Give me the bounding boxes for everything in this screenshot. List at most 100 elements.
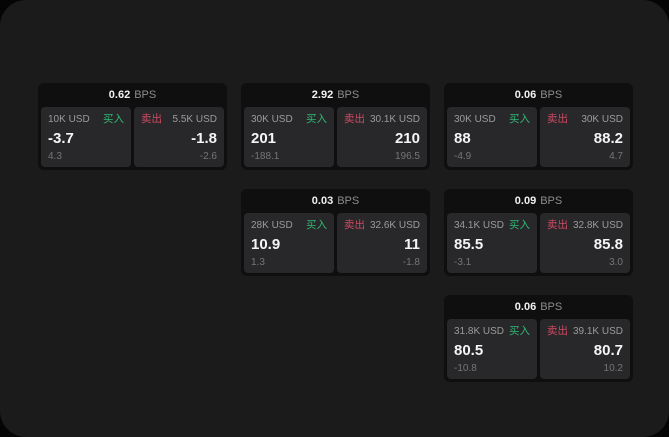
bps-header: 0.03 BPS bbox=[241, 189, 430, 213]
buy-amount: 28K USD bbox=[251, 220, 293, 231]
buy-tile[interactable]: 28K USD 买入 10.9 1.3 bbox=[244, 213, 334, 273]
buy-side-label: 买入 bbox=[306, 113, 327, 125]
buy-price: 88 bbox=[454, 129, 471, 147]
buy-tile-header: 30K USD 买入 bbox=[251, 113, 327, 126]
bps-header: 0.62 BPS bbox=[38, 83, 227, 107]
quote-card: 0.06 BPS 31.8K USD 买入 80.5 -10.8 卖出 39.1… bbox=[444, 295, 633, 382]
bps-value: 0.09 bbox=[514, 195, 537, 207]
sell-amount: 32.8K USD bbox=[572, 220, 623, 231]
card-body: 30K USD 买入 88 -4.9 卖出 30K USD 88.2 4.7 bbox=[444, 107, 633, 170]
buy-amount: 31.8K USD bbox=[454, 326, 505, 337]
sell-tile-header: 卖出 32.6K USD bbox=[344, 219, 420, 232]
buy-change: -188.1 bbox=[251, 151, 280, 162]
bps-unit-label: BPS bbox=[337, 195, 360, 207]
buy-change: -10.8 bbox=[454, 363, 477, 374]
sell-side-label: 卖出 bbox=[547, 325, 568, 337]
sell-amount: 32.6K USD bbox=[369, 220, 420, 231]
quote-card: 0.09 BPS 34.1K USD 买入 85.5 -3.1 卖出 32.8K… bbox=[444, 189, 633, 276]
sell-side-label: 卖出 bbox=[547, 219, 568, 231]
buy-tile[interactable]: 30K USD 买入 201 -188.1 bbox=[244, 107, 334, 167]
sell-tile[interactable]: 卖出 5.5K USD -1.8 -2.6 bbox=[134, 107, 224, 167]
sell-amount: 30K USD bbox=[581, 114, 623, 125]
buy-amount: 34.1K USD bbox=[454, 220, 505, 231]
sell-price: 88.2 bbox=[593, 129, 623, 147]
bps-unit-label: BPS bbox=[134, 89, 157, 101]
card-body: 34.1K USD 买入 85.5 -3.1 卖出 32.8K USD 85.8… bbox=[444, 213, 633, 276]
buy-tile-header: 31.8K USD 买入 bbox=[454, 325, 530, 338]
sell-tile[interactable]: 卖出 32.6K USD 11 -1.8 bbox=[337, 213, 427, 273]
sell-price: -1.8 bbox=[191, 129, 217, 147]
sell-amount: 30.1K USD bbox=[369, 114, 420, 125]
bps-header: 0.06 BPS bbox=[444, 83, 633, 107]
sell-tile-header: 卖出 30.1K USD bbox=[344, 113, 420, 126]
sell-amount: 39.1K USD bbox=[572, 326, 623, 337]
buy-price: 201 bbox=[251, 129, 277, 147]
card-body: 31.8K USD 买入 80.5 -10.8 卖出 39.1K USD 80.… bbox=[444, 319, 633, 382]
buy-amount: 30K USD bbox=[454, 114, 496, 125]
sell-change: 196.5 bbox=[394, 151, 420, 162]
buy-side-label: 买入 bbox=[509, 113, 530, 125]
buy-amount: 30K USD bbox=[251, 114, 293, 125]
bps-value: 0.06 bbox=[514, 301, 537, 313]
sell-tile[interactable]: 卖出 30K USD 88.2 4.7 bbox=[540, 107, 630, 167]
sell-side-label: 卖出 bbox=[547, 113, 568, 125]
card-body: 28K USD 买入 10.9 1.3 卖出 32.6K USD 11 -1.8 bbox=[241, 213, 430, 276]
quote-card: 0.06 BPS 30K USD 买入 88 -4.9 卖出 30K USD 8… bbox=[444, 83, 633, 170]
buy-tile[interactable]: 34.1K USD 买入 85.5 -3.1 bbox=[447, 213, 537, 273]
buy-tile-header: 28K USD 买入 bbox=[251, 219, 327, 232]
buy-side-label: 买入 bbox=[306, 219, 327, 231]
sell-price: 11 bbox=[404, 235, 420, 253]
bps-unit-label: BPS bbox=[540, 89, 563, 101]
buy-tile[interactable]: 31.8K USD 买入 80.5 -10.8 bbox=[447, 319, 537, 379]
sell-change: 10.2 bbox=[603, 363, 623, 374]
bps-value: 2.92 bbox=[311, 89, 334, 101]
bps-header: 2.92 BPS bbox=[241, 83, 430, 107]
buy-change: 4.3 bbox=[48, 151, 62, 162]
bps-unit-label: BPS bbox=[540, 301, 563, 313]
buy-price: 85.5 bbox=[454, 235, 484, 253]
sell-tile[interactable]: 卖出 39.1K USD 80.7 10.2 bbox=[540, 319, 630, 379]
sell-tile[interactable]: 卖出 32.8K USD 85.8 3.0 bbox=[540, 213, 630, 273]
sell-change: 4.7 bbox=[609, 151, 623, 162]
buy-change: -4.9 bbox=[454, 151, 472, 162]
card-body: 30K USD 买入 201 -188.1 卖出 30.1K USD 210 1… bbox=[241, 107, 430, 170]
bps-value: 0.62 bbox=[108, 89, 131, 101]
sell-price: 85.8 bbox=[593, 235, 623, 253]
sell-tile-header: 卖出 30K USD bbox=[547, 113, 623, 126]
quote-card: 0.62 BPS 10K USD 买入 -3.7 4.3 卖出 5.5K USD… bbox=[38, 83, 227, 170]
bps-value: 0.03 bbox=[311, 195, 334, 207]
buy-side-label: 买入 bbox=[103, 113, 124, 125]
sell-price: 210 bbox=[394, 129, 420, 147]
buy-side-label: 买入 bbox=[509, 219, 530, 231]
buy-tile[interactable]: 30K USD 买入 88 -4.9 bbox=[447, 107, 537, 167]
quote-card-grid: 0.62 BPS 10K USD 买入 -3.7 4.3 卖出 5.5K USD… bbox=[38, 83, 633, 382]
buy-amount: 10K USD bbox=[48, 114, 90, 125]
buy-side-label: 买入 bbox=[509, 325, 530, 337]
sell-price: 80.7 bbox=[593, 341, 623, 359]
sell-change: -1.8 bbox=[402, 257, 420, 268]
sell-tile-header: 卖出 32.8K USD bbox=[547, 219, 623, 232]
sell-tile-header: 卖出 39.1K USD bbox=[547, 325, 623, 338]
sell-tile[interactable]: 卖出 30.1K USD 210 196.5 bbox=[337, 107, 427, 167]
sell-side-label: 卖出 bbox=[344, 113, 365, 125]
bps-unit-label: BPS bbox=[540, 195, 563, 207]
buy-change: 1.3 bbox=[251, 257, 265, 268]
buy-price: 80.5 bbox=[454, 341, 484, 359]
bps-value: 0.06 bbox=[514, 89, 537, 101]
buy-tile-header: 34.1K USD 买入 bbox=[454, 219, 530, 232]
buy-tile-header: 10K USD 买入 bbox=[48, 113, 124, 126]
sell-change: 3.0 bbox=[609, 257, 623, 268]
sell-amount: 5.5K USD bbox=[172, 114, 217, 125]
sell-side-label: 卖出 bbox=[141, 113, 162, 125]
bps-header: 0.09 BPS bbox=[444, 189, 633, 213]
buy-change: -3.1 bbox=[454, 257, 472, 268]
buy-price: -3.7 bbox=[48, 129, 74, 147]
sell-tile-header: 卖出 5.5K USD bbox=[141, 113, 217, 126]
quote-card: 2.92 BPS 30K USD 买入 201 -188.1 卖出 30.1K … bbox=[241, 83, 430, 170]
buy-tile[interactable]: 10K USD 买入 -3.7 4.3 bbox=[41, 107, 131, 167]
bps-unit-label: BPS bbox=[337, 89, 360, 101]
buy-tile-header: 30K USD 买入 bbox=[454, 113, 530, 126]
bps-header: 0.06 BPS bbox=[444, 295, 633, 319]
sell-change: -2.6 bbox=[199, 151, 217, 162]
